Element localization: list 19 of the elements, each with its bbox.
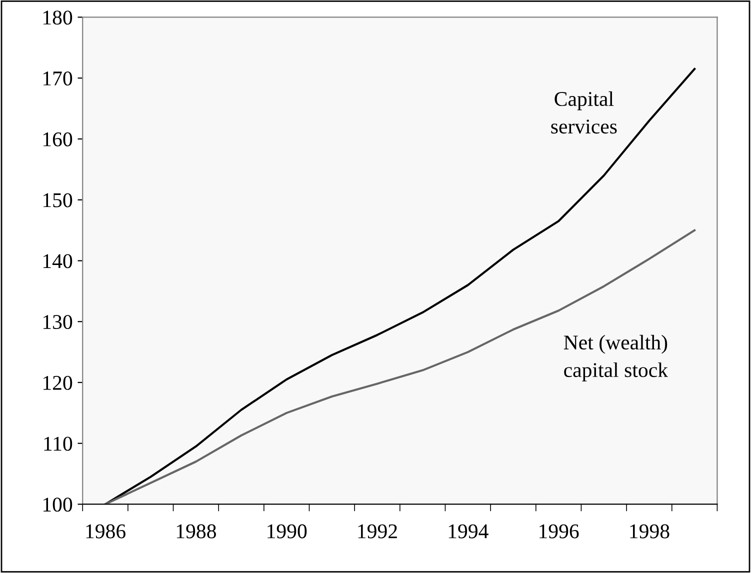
annotation: Net (wealth) capital stock xyxy=(564,334,668,382)
x-tick-label: 1990 xyxy=(268,524,307,538)
y-tick-label: 180 xyxy=(43,10,72,25)
annotation: Capital services xyxy=(551,91,617,134)
y-tick-label: 170 xyxy=(43,71,72,86)
y-tick-label: 130 xyxy=(43,314,72,330)
y-tick-label: 160 xyxy=(43,132,72,146)
y-tick-label: 120 xyxy=(43,376,72,390)
x-tick-label: 1992 xyxy=(358,524,397,538)
y-tick-label: 140 xyxy=(43,254,72,268)
x-tick-label: 1994 xyxy=(448,524,488,538)
y-tick-label: 100 xyxy=(43,498,72,512)
line-series xyxy=(104,229,696,504)
x-tick-label: 1996 xyxy=(540,524,579,538)
y-tick-label: 110 xyxy=(44,436,72,451)
y-tick-label: 150 xyxy=(43,193,72,208)
x-tick-label: 1986 xyxy=(86,524,126,538)
x-tick-label: 1988 xyxy=(176,524,216,538)
x-tick-label: 1998 xyxy=(630,524,670,538)
